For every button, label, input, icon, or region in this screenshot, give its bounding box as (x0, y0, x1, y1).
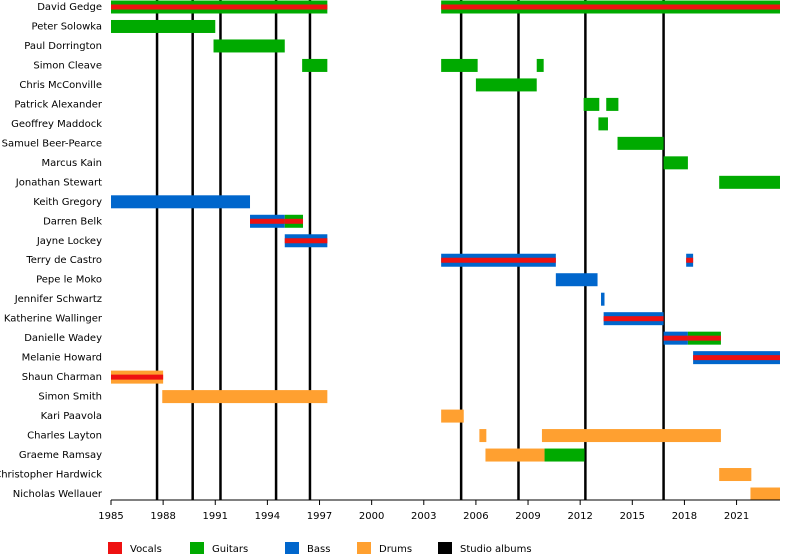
membership-bar (162, 390, 328, 404)
legend-swatch (190, 542, 204, 554)
vocals-stripe (284, 238, 328, 244)
membership-bar (617, 136, 664, 150)
x-tick-label: 2015 (620, 511, 645, 522)
legend-label: Drums (379, 544, 412, 555)
member-label: Pepe le Moko (36, 275, 102, 286)
member-label: Jonathan Stewart (15, 177, 102, 188)
membership-bar (536, 58, 544, 72)
vocals-stripe (111, 4, 328, 10)
member-label: David Gedge (37, 2, 102, 13)
membership-bar (719, 468, 752, 482)
vocals-stripe (603, 316, 664, 322)
member-label: Geoffrey Maddock (11, 119, 102, 130)
membership-bar (475, 78, 537, 92)
vocals-stripe (693, 355, 780, 361)
member-label: Terry de Castro (25, 255, 102, 266)
legend-swatch (438, 542, 452, 554)
member-label: Keith Gregory (33, 197, 102, 208)
x-tick-label: 2000 (359, 511, 384, 522)
member-label: Peter Solowka (32, 21, 102, 32)
member-label: Jayne Lockey (36, 236, 102, 247)
membership-bar (111, 195, 251, 209)
member-label: Katherine Wallinger (4, 314, 103, 325)
vocals-stripe (663, 335, 688, 341)
membership-bar (441, 58, 478, 72)
legend-label: Vocals (130, 544, 162, 555)
vocals-stripe (687, 335, 721, 341)
vocals-stripe (441, 257, 556, 263)
x-tick-label: 2012 (567, 511, 592, 522)
membership-bar (541, 429, 721, 443)
x-tick-label: 1994 (255, 511, 280, 522)
x-tick-label: 1991 (203, 511, 228, 522)
vocals-stripe (686, 257, 694, 263)
member-label: Simon Cleave (33, 60, 102, 71)
membership-bar (213, 39, 285, 53)
member-label: Nicholas Wellauer (13, 489, 103, 500)
member-label: Shaun Charman (22, 372, 102, 383)
membership-bar (485, 448, 545, 462)
membership-bar (555, 273, 598, 287)
membership-bar (601, 292, 605, 306)
member-label: Charles Layton (27, 431, 102, 442)
legend-swatch (285, 542, 299, 554)
membership-bar (544, 448, 585, 462)
member-label: Melanie Howard (22, 353, 102, 364)
member-label: Patrick Alexander (14, 99, 102, 110)
member-label: Jennifer Schwartz (14, 294, 102, 305)
x-tick-label: 2003 (411, 511, 436, 522)
membership-bar (719, 175, 780, 189)
member-label: Christopher Hardwick (0, 470, 102, 481)
x-tick-label: 2018 (672, 511, 697, 522)
member-label: Graeme Ramsay (19, 450, 102, 461)
legend-label: Studio albums (460, 544, 532, 555)
membership-bar (441, 409, 464, 423)
legend-swatch (357, 542, 371, 554)
x-tick-label: 1988 (150, 511, 175, 522)
membership-bar (302, 58, 328, 72)
member-label: Darren Belk (43, 216, 102, 227)
vocals-stripe (284, 218, 304, 224)
membership-bar (750, 487, 780, 501)
membership-bar (598, 117, 608, 131)
x-tick-label: 1997 (307, 511, 332, 522)
membership-bar (606, 97, 619, 111)
member-label: Chris McConville (19, 80, 102, 91)
x-tick-label: 1985 (98, 511, 123, 522)
vocals-stripe (111, 374, 164, 380)
member-label: Samuel Beer-Pearce (2, 138, 102, 149)
member-label: Danielle Wadey (24, 333, 102, 344)
x-tick-label: 2021 (724, 511, 749, 522)
legend-swatch (108, 542, 122, 554)
x-tick-label: 2006 (463, 511, 488, 522)
legend-label: Guitars (212, 544, 248, 555)
member-label: Paul Dorrington (24, 41, 102, 52)
member-label: Kari Paavola (41, 411, 102, 422)
vocals-stripe (441, 4, 780, 10)
legend-label: Bass (307, 544, 330, 555)
member-label: Marcus Kain (42, 158, 103, 169)
x-tick-label: 2009 (515, 511, 540, 522)
membership-bar (479, 429, 487, 443)
member-label: Simon Smith (38, 392, 102, 403)
vocals-stripe (250, 218, 285, 224)
membership-bar (111, 19, 216, 33)
membership-bar (663, 156, 688, 170)
membership-bar (583, 97, 600, 111)
